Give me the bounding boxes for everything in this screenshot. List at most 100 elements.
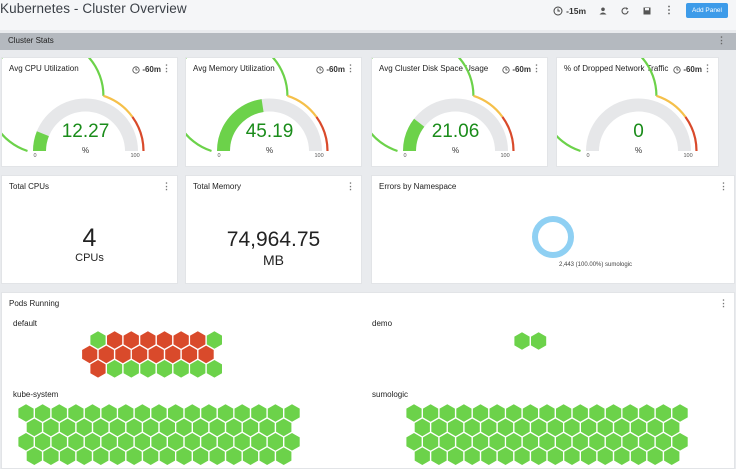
pod-hexagon-error[interactable] (165, 345, 181, 364)
pod-hexagon-running[interactable] (672, 404, 688, 422)
panel-menu-icon[interactable]: ⋮ (162, 63, 171, 73)
pod-hexagon-error[interactable] (98, 345, 114, 364)
pod-hexagon-running[interactable] (156, 360, 173, 378)
pod-hexagon-running[interactable] (217, 433, 234, 451)
pod-hexagon-running[interactable] (168, 433, 184, 451)
pod-hexagon-running[interactable] (406, 404, 422, 422)
pod-hexagon-running[interactable] (59, 418, 76, 437)
pod-hexagon-running[interactable] (581, 447, 597, 465)
panel-menu-icon[interactable]: ⋮ (703, 63, 712, 73)
pod-hexagon-running[interactable] (456, 404, 472, 422)
pod-hexagon-running[interactable] (143, 418, 159, 437)
pod-hexagon-running[interactable] (143, 447, 159, 465)
pod-hexagon-running[interactable] (597, 447, 613, 465)
pod-hexagon-running[interactable] (234, 433, 250, 451)
pod-hexagon-running[interactable] (109, 418, 126, 437)
pod-hexagon-running[interactable] (276, 418, 292, 437)
pod-hexagon-running[interactable] (201, 404, 217, 422)
pod-hexagon-running[interactable] (431, 447, 447, 465)
pod-hexagon-running[interactable] (605, 404, 622, 422)
pod-hexagon-running[interactable] (664, 418, 680, 437)
pod-hexagon-running[interactable] (176, 418, 192, 437)
pod-hexagon-running[interactable] (539, 433, 555, 451)
pod-hexagon-running[interactable] (84, 404, 101, 422)
pod-hexagon-running[interactable] (234, 404, 250, 422)
pod-hexagon-running[interactable] (43, 418, 59, 437)
pod-hexagon-running[interactable] (184, 433, 200, 451)
pod-hexagon-running[interactable] (259, 418, 275, 437)
pod-hexagon-running[interactable] (655, 433, 671, 451)
pod-hexagon-running[interactable] (497, 447, 514, 465)
pod-hexagon-running[interactable] (43, 447, 59, 465)
pod-hexagon-running[interactable] (447, 447, 464, 465)
pod-hexagon-running[interactable] (101, 404, 117, 422)
pod-hexagon-error[interactable] (181, 345, 198, 364)
add-panel-button[interactable]: Add Panel (686, 3, 728, 18)
pod-hexagon-error[interactable] (156, 331, 173, 349)
pod-hexagon-running[interactable] (159, 447, 175, 465)
pod-hexagon-error[interactable] (107, 331, 123, 349)
panel-menu-icon[interactable]: ⋮ (532, 63, 541, 73)
pod-hexagon-running[interactable] (109, 447, 126, 465)
pod-hexagon-running[interactable] (630, 418, 647, 437)
pod-hexagon-error[interactable] (173, 331, 189, 349)
pod-hexagon-running[interactable] (547, 447, 563, 465)
panel-menu-icon[interactable]: ⋮ (346, 63, 355, 73)
pod-hexagon-running[interactable] (93, 447, 109, 465)
pod-hexagon-running[interactable] (151, 404, 167, 422)
pod-hexagon-running[interactable] (506, 404, 522, 422)
pod-hexagon-running[interactable] (217, 404, 234, 422)
pod-hexagon-running[interactable] (439, 433, 455, 451)
pod-hexagon-running[interactable] (514, 447, 530, 465)
pod-hexagon-running[interactable] (481, 447, 497, 465)
pod-hexagon-running[interactable] (664, 447, 680, 465)
pod-hexagon-running[interactable] (647, 447, 663, 465)
pod-hexagon-running[interactable] (589, 433, 605, 451)
pod-hexagon-error[interactable] (131, 345, 148, 364)
pod-hexagon-running[interactable] (76, 418, 92, 437)
pod-hexagon-running[interactable] (193, 418, 209, 437)
pod-hexagon-running[interactable] (481, 418, 497, 437)
pod-hexagon-running[interactable] (90, 331, 106, 349)
pod-hexagon-running[interactable] (531, 332, 547, 350)
pod-hexagon-running[interactable] (206, 331, 222, 349)
pod-hexagon-running[interactable] (655, 404, 671, 422)
pod-hexagon-running[interactable] (622, 433, 638, 451)
pod-hexagon-running[interactable] (18, 433, 34, 451)
pod-hexagon-running[interactable] (276, 447, 292, 465)
pod-hexagon-error[interactable] (148, 345, 164, 364)
pod-hexagon-running[interactable] (35, 433, 51, 451)
pod-hexagon-running[interactable] (68, 433, 84, 451)
pod-hexagon-running[interactable] (84, 433, 101, 451)
pod-hexagon-running[interactable] (597, 418, 613, 437)
pod-hexagon-running[interactable] (556, 433, 572, 451)
pod-hexagon-running[interactable] (251, 433, 267, 451)
pod-hexagon-running[interactable] (134, 433, 150, 451)
pod-hexagon-running[interactable] (614, 418, 630, 437)
pod-hexagon-running[interactable] (284, 404, 300, 422)
pod-hexagon-running[interactable] (76, 447, 92, 465)
pod-hexagon-running[interactable] (193, 447, 209, 465)
pod-hexagon-running[interactable] (68, 404, 84, 422)
pod-hexagon-running[interactable] (581, 418, 597, 437)
pod-hexagon-running[interactable] (51, 433, 67, 451)
pod-hexagon-running[interactable] (242, 447, 259, 465)
pod-hexagon-running[interactable] (472, 433, 489, 451)
pod-hexagon-running[interactable] (639, 433, 655, 451)
pod-hexagon-running[interactable] (59, 447, 76, 465)
pod-hexagon-running[interactable] (464, 447, 480, 465)
pod-hexagon-running[interactable] (647, 418, 663, 437)
time-range-picker[interactable]: -15m (553, 6, 586, 16)
more-options-icon[interactable]: ⋮ (664, 5, 674, 16)
pod-hexagon-running[interactable] (267, 404, 283, 422)
pod-hexagon-running[interactable] (118, 433, 134, 451)
pod-hexagon-running[interactable] (439, 404, 455, 422)
pod-hexagon-running[interactable] (93, 418, 109, 437)
panel-menu-icon[interactable]: ⋮ (719, 298, 728, 308)
pod-hexagon-running[interactable] (572, 433, 588, 451)
pod-hexagon-running[interactable] (134, 404, 150, 422)
pod-hexagon-running[interactable] (414, 418, 430, 437)
pod-hexagon-running[interactable] (168, 404, 184, 422)
pod-hexagon-running[interactable] (201, 433, 217, 451)
refresh-icon[interactable] (620, 6, 630, 16)
